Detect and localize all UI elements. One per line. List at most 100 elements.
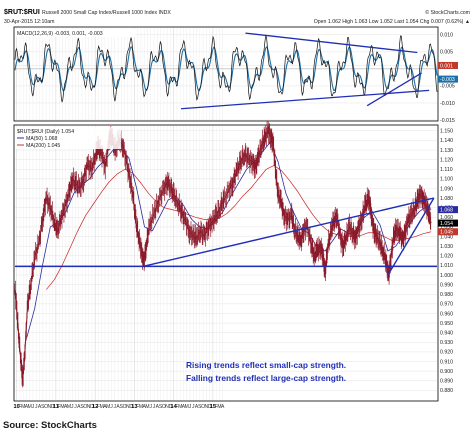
price-tick-label: 0.980: [440, 292, 453, 298]
x-month-label: J: [110, 404, 113, 410]
price-tick-label: 1.050: [440, 225, 453, 231]
ma50-legend: MA(50) 1.068: [26, 136, 58, 142]
x-month-label: D: [208, 404, 212, 410]
x-month-label: M: [217, 404, 221, 410]
x-month-label: N: [205, 404, 209, 410]
x-month-label: J: [150, 404, 153, 410]
price-tick-label: 0.910: [440, 359, 453, 365]
x-month-label: S: [159, 404, 163, 410]
price-flag: [438, 206, 458, 214]
ma200-legend: MA(200) 1.045: [26, 143, 60, 149]
chart-header: $RUT:$RUI Russell 2000 Small Cap Index/R…: [4, 9, 470, 25]
x-month-label: M: [106, 404, 110, 410]
x-month-label: S: [198, 404, 202, 410]
macd-line: [14, 34, 438, 103]
price-tick-label: 0.950: [440, 321, 453, 327]
x-year-label: 14: [171, 404, 178, 410]
chart-description: Russell 2000 Small Cap Index/Russell 100…: [42, 10, 171, 16]
x-month-label: M: [178, 404, 182, 410]
macd-panel: 0.0100.0050.001-0.005-0.010-0.0150.001-0…: [13, 26, 458, 124]
price-bars: [14, 120, 432, 388]
x-year-label: 15: [210, 404, 216, 410]
x-month-label: F: [215, 404, 218, 410]
macd-legend-bg: [15, 29, 135, 37]
macd-tick-label: -0.010: [440, 101, 455, 107]
x-month-label: A: [38, 404, 42, 410]
x-month-label: N: [165, 404, 169, 410]
price-flag-label: 1.045: [440, 230, 453, 236]
x-month-label: M: [67, 404, 71, 410]
x-month-label: S: [80, 404, 84, 410]
x-month-label: J: [114, 404, 117, 410]
macd-tick-label: -0.015: [440, 118, 455, 124]
x-month-label: A: [156, 404, 160, 410]
price-flag-label: 1.068: [440, 208, 453, 214]
macd-flag-label: -0.003: [440, 77, 455, 83]
price-tick-label: 1.020: [440, 254, 453, 260]
price-tick-label: 0.890: [440, 379, 453, 385]
x-month-label: A: [103, 404, 107, 410]
x-month-label: A: [25, 404, 29, 410]
x-year-label: 10: [14, 404, 20, 410]
x-year-label: 11: [53, 404, 59, 410]
x-month-label: A: [195, 404, 199, 410]
ma50-line: [26, 141, 432, 338]
x-month-label: D: [90, 404, 94, 410]
macd-legend: MACD(12,26,9) -0.003, 0.001, -0.003: [17, 31, 103, 37]
x-month-label: O: [162, 404, 166, 410]
price-tick-label: 1.110: [440, 167, 453, 173]
x-month-label: N: [48, 404, 52, 410]
x-month-label: A: [116, 404, 120, 410]
x-month-label: J: [74, 404, 77, 410]
x-month-label: J: [192, 404, 195, 410]
x-month-label: M: [100, 404, 104, 410]
x-month-label: N: [126, 404, 130, 410]
price-trendlines: [15, 197, 437, 276]
x-month-label: D: [51, 404, 55, 410]
x-month-label: O: [83, 404, 87, 410]
x-month-label: F: [97, 404, 100, 410]
price-tick-label: 1.030: [440, 244, 453, 250]
source-caption: Source: StockCharts: [3, 420, 97, 431]
price-axis: 1.150 1.140 1.130 1.120 1.110 1.100 1.090 1.080…: [438, 129, 458, 394]
macd-flag: [438, 61, 458, 69]
price-tick-label: 1.090: [440, 186, 453, 192]
x-month-label: J: [35, 404, 38, 410]
price-tick-label: 0.970: [440, 302, 453, 308]
quote-stats: Open 1.062 High 1.063 Low 1.052 Last 1.0…: [314, 19, 470, 25]
macd-axis: 0.0100.0050.001-0.005-0.010-0.0150.001-0…: [438, 33, 458, 124]
price-tick-label: 0.930: [440, 340, 453, 346]
x-month-label: A: [221, 404, 225, 410]
price-tick-label: 0.880: [440, 388, 453, 394]
price-flag: [438, 219, 458, 227]
x-month-label: F: [58, 404, 61, 410]
x-month-label: A: [64, 404, 68, 410]
macd-trendlines: [181, 32, 430, 110]
price-tick-label: 0.900: [440, 369, 453, 375]
chart-symbol: $RUT:$RUI: [4, 9, 40, 16]
price-tick-label: 1.130: [440, 148, 453, 154]
ma200-line: [46, 165, 432, 290]
x-month-label: O: [201, 404, 205, 410]
price-tick-label: 1.040: [440, 234, 453, 240]
macd-series: [14, 34, 438, 103]
x-month-label: S: [120, 404, 124, 410]
price-tick-label: 0.940: [440, 331, 453, 337]
x-month-label: J: [32, 404, 35, 410]
price-tick-label: 1.100: [440, 177, 453, 183]
macd-flag: [438, 75, 458, 83]
x-month-label: M: [185, 404, 189, 410]
x-month-label: J: [71, 404, 74, 410]
annotation-line-1: Rising trends reflect small-cap strength…: [186, 360, 346, 370]
price-panel: 1.150 1.140 1.130 1.120 1.110 1.100 1.090 1.080…: [13, 120, 458, 402]
x-year-label: 12: [92, 404, 98, 410]
x-year-label: 13: [131, 404, 137, 410]
macd-tick-label: -0.005: [440, 84, 455, 90]
macd-tick-label: 0.005: [440, 50, 453, 56]
price-tick-label: 1.140: [440, 138, 453, 144]
price-legend: $RUT:$RUI (Daily) 1.054: [17, 129, 74, 135]
x-month-label: M: [21, 404, 25, 410]
x-month-label: M: [145, 404, 149, 410]
x-month-label: A: [182, 404, 186, 410]
